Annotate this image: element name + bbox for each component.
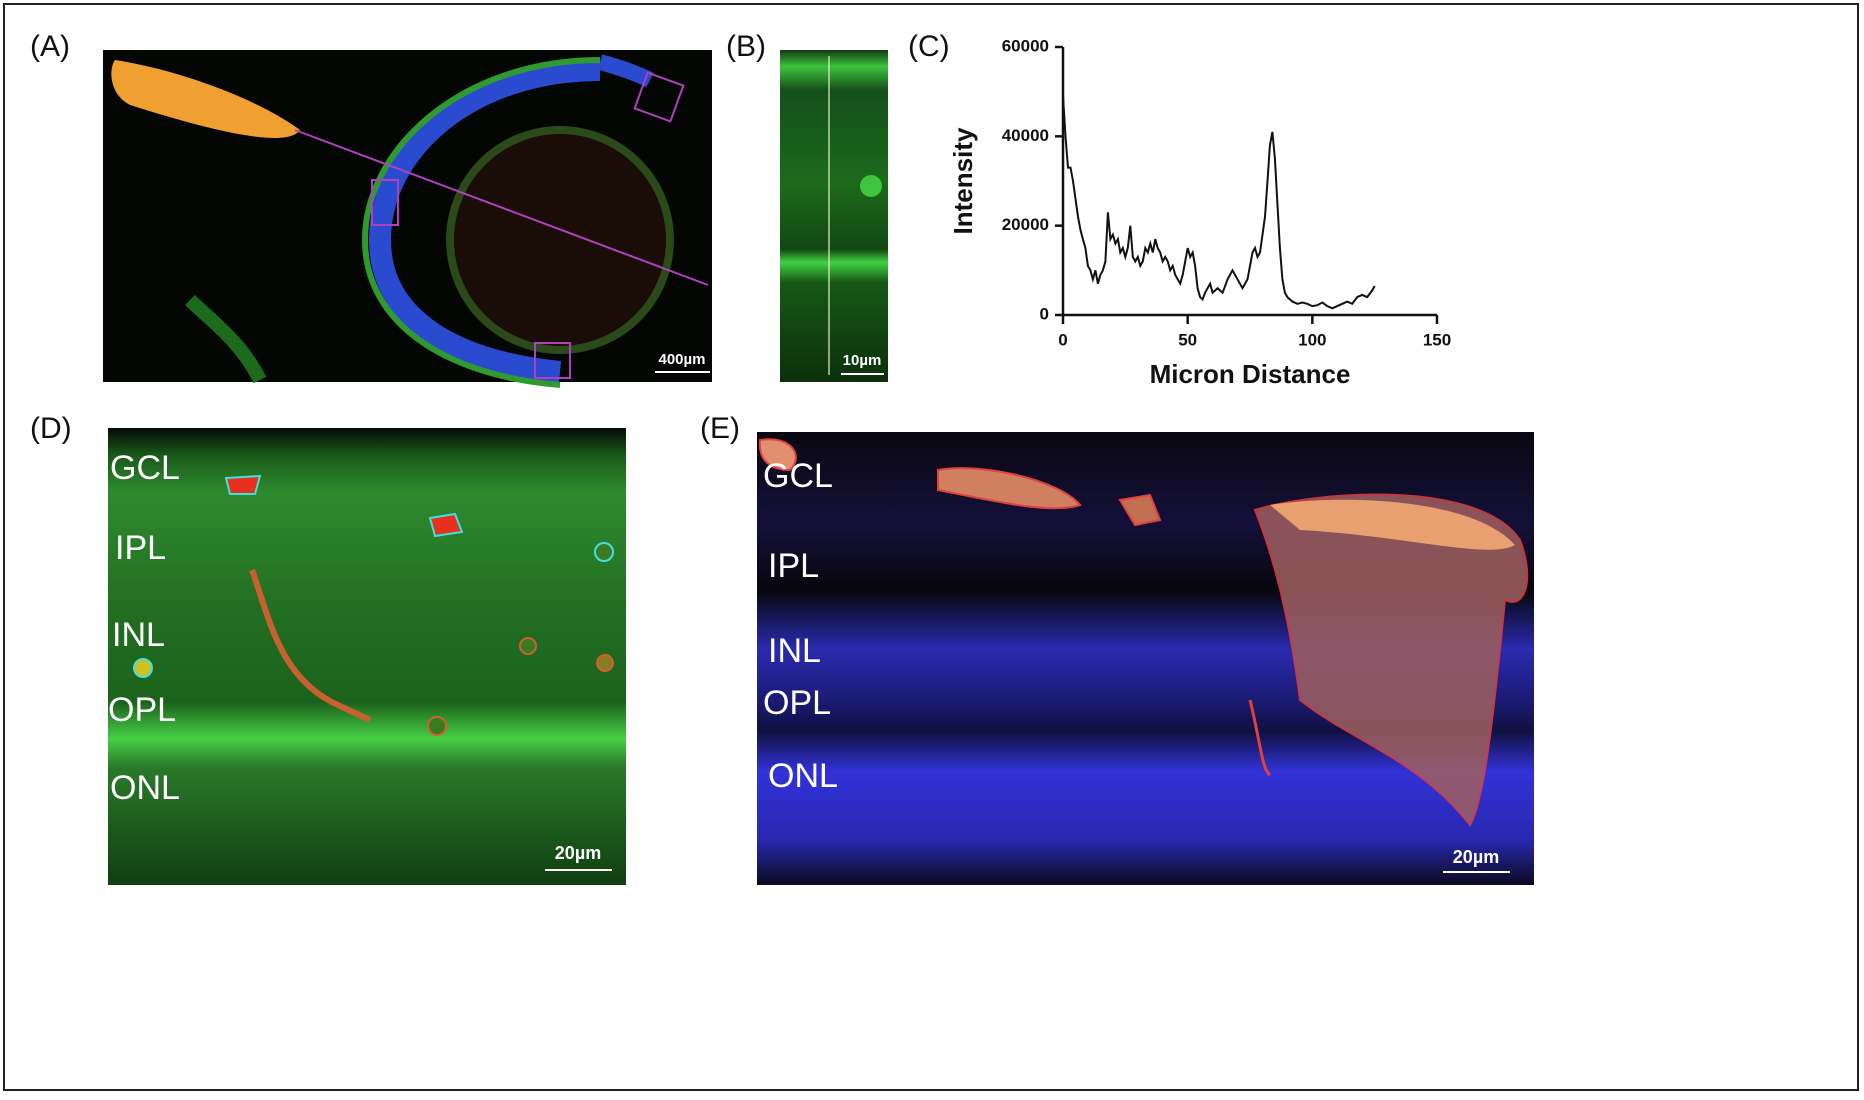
frame (3, 3, 1859, 1091)
layer-label: INL (768, 632, 821, 670)
x-tick-label: 0 (1058, 330, 1067, 349)
layer-label: GCL (110, 449, 180, 487)
data-line (1062, 96, 1376, 310)
y-axis-label: Intensity (948, 127, 978, 234)
panel-label: (B) (726, 30, 766, 63)
x-tick-label: 100 (1298, 330, 1326, 349)
scale-bar-label: 400µm (658, 351, 705, 368)
y-tick-label: 60000 (1002, 36, 1049, 55)
panel-label: (A) (30, 30, 70, 63)
layer-label: IPL (768, 547, 819, 585)
image-d (108, 428, 626, 885)
layer-label: IPL (115, 529, 166, 567)
image-a (103, 50, 712, 388)
y-tick-label: 40000 (1002, 126, 1049, 145)
x-tick-label: 150 (1423, 330, 1451, 349)
panel-label: (D) (30, 412, 72, 445)
y-tick-label: 0 (1040, 304, 1049, 323)
panel-label: (C) (908, 30, 950, 63)
layer-label: GCL (763, 457, 833, 495)
image-e (757, 432, 1534, 885)
scale-bar-label: 20µm (1453, 847, 1499, 867)
image-b (780, 50, 888, 382)
layer-label: OPL (108, 691, 176, 729)
chart: 0 20000 40000 60000 0 50 100 150 Micron Distance… (948, 36, 1451, 388)
y-tick-label: 20000 (1002, 215, 1049, 234)
panel-label: (E) (700, 412, 740, 445)
layer-label: ONL (768, 757, 838, 795)
layer-label: ONL (110, 769, 180, 807)
scale-bar-label: 10µm (843, 352, 882, 369)
scale-bar-label: 20µm (555, 843, 601, 863)
layer-label: INL (112, 616, 165, 654)
x-axis-label: Micron Distance (1150, 359, 1351, 389)
x-tick-label: 50 (1178, 330, 1197, 349)
layer-label: OPL (763, 684, 831, 722)
